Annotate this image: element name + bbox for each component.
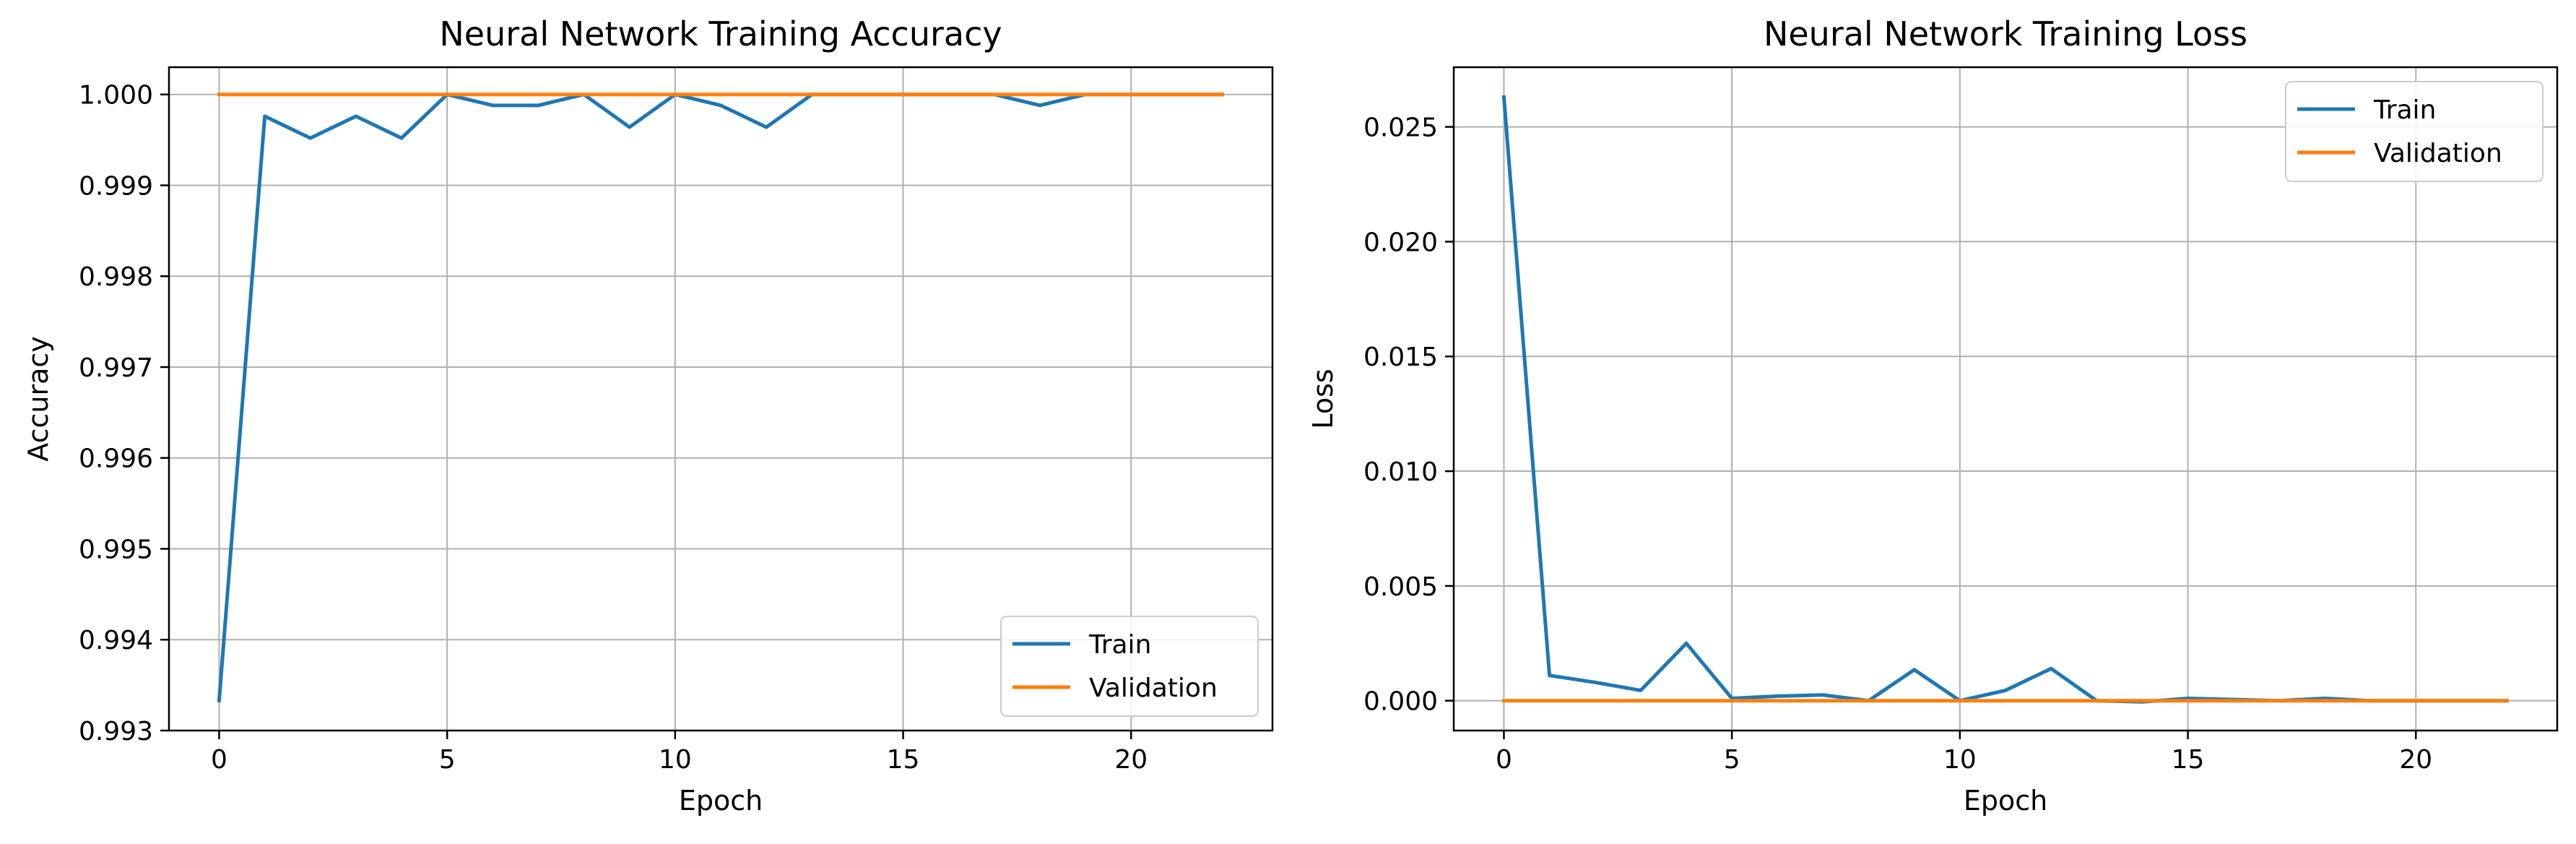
y-tick-label: 0.997 bbox=[79, 353, 153, 383]
legend-label-train: Train bbox=[2373, 95, 2436, 125]
legend-box bbox=[1000, 616, 1259, 717]
axes-frame bbox=[168, 66, 1274, 732]
legend: Train Validation bbox=[2285, 81, 2544, 182]
y-tick-label: 0.993 bbox=[79, 717, 153, 746]
legend-box bbox=[2285, 81, 2544, 182]
x-tick-label: 5 bbox=[1724, 745, 1740, 775]
chart-panel-2: 0 5 10 15 20 0.000 0.005 0.010 0.015 0.020 0.025 Ne… bbox=[1307, 14, 2559, 817]
y-tick-label: 0.994 bbox=[79, 626, 153, 655]
x-axis-label: Epoch bbox=[1964, 785, 2047, 817]
y-tick-label: 0.995 bbox=[79, 535, 153, 564]
legend-label-train: Train bbox=[1088, 630, 1151, 660]
x-tick-label: 5 bbox=[439, 745, 456, 775]
y-tick-label: 0.010 bbox=[1363, 457, 1438, 487]
legend-label-validation: Validation bbox=[2374, 139, 2502, 168]
y-tick-label: 0.020 bbox=[1363, 228, 1438, 257]
x-tick-label: 0 bbox=[1496, 745, 1512, 775]
y-tick-label: 0.015 bbox=[1363, 343, 1438, 372]
y-tick-label: 0.998 bbox=[79, 262, 153, 292]
legend: Train Validation bbox=[1000, 616, 1259, 717]
chart-title: Neural Network Training Loss bbox=[1764, 14, 2247, 53]
legend-label-validation: Validation bbox=[1089, 673, 1218, 703]
series-line-train bbox=[217, 92, 1225, 703]
y-tick-label: 0.005 bbox=[1363, 572, 1438, 602]
y-axis-label: Loss bbox=[1307, 369, 1339, 429]
chart-panel-1: 0 5 10 15 20 0.993 0.994 0.995 0.996 0.997 0.998 0.… bbox=[22, 14, 1274, 817]
y-tick-label: 0.996 bbox=[79, 444, 153, 474]
x-tick-label: 20 bbox=[2399, 745, 2432, 775]
x-tick-label: 10 bbox=[659, 745, 692, 775]
y-tick-label: 1.000 bbox=[79, 81, 153, 111]
y-tick-label: 0.025 bbox=[1363, 113, 1438, 143]
x-tick-label: 15 bbox=[2172, 745, 2205, 775]
x-axis-label: Epoch bbox=[679, 785, 763, 817]
y-tick-label: 0.999 bbox=[79, 171, 153, 201]
series-line-train bbox=[1501, 95, 2510, 704]
y-axis-label: Accuracy bbox=[22, 336, 54, 462]
axes-frame bbox=[1452, 66, 2559, 732]
x-tick-label: 15 bbox=[887, 745, 920, 775]
x-tick-label: 20 bbox=[1114, 745, 1148, 775]
y-tick-label: 0.000 bbox=[1363, 687, 1438, 717]
chart-title: Neural Network Training Accuracy bbox=[439, 14, 1002, 53]
x-tick-label: 0 bbox=[211, 745, 227, 775]
x-tick-label: 10 bbox=[1943, 745, 1977, 775]
